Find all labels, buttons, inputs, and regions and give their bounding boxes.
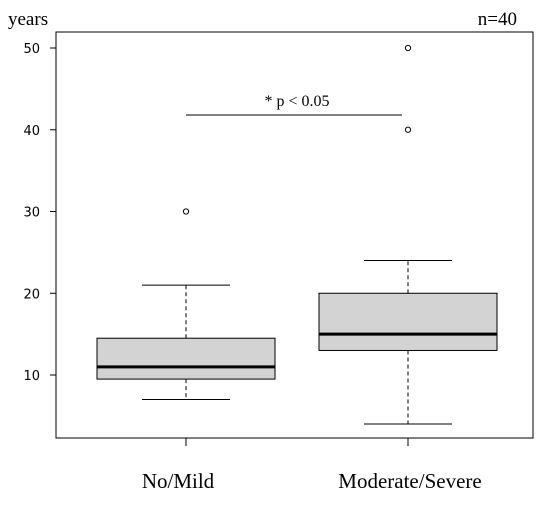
x-tick-label: No/Mild: [142, 469, 215, 493]
x-axis: No/Mild Moderate/Severe: [142, 438, 482, 493]
outlier-point: [404, 126, 412, 133]
x-tick-label: Moderate/Severe: [338, 469, 481, 493]
y-tick-label: 10: [23, 369, 40, 384]
y-unit-label: years: [8, 9, 48, 30]
y-tick-label: 20: [23, 287, 40, 302]
y-tick-label: 30: [23, 206, 40, 221]
significance-annotation: * p < 0.05: [186, 93, 402, 116]
significance-label: * p < 0.05: [264, 93, 329, 110]
box-group: [318, 44, 498, 425]
box-iqr: [96, 337, 276, 380]
sample-size-label: n=40: [478, 9, 517, 30]
boxes-layer: [96, 44, 498, 425]
box-iqr: [318, 292, 498, 351]
y-tick-label: 40: [23, 124, 40, 139]
y-axis: 10 20 30 40 50: [23, 42, 56, 384]
box-group: [96, 208, 276, 401]
outlier-point: [182, 208, 190, 215]
y-tick-label: 50: [23, 42, 40, 57]
plot-frame: [55, 31, 534, 439]
outlier-point: [404, 44, 412, 52]
